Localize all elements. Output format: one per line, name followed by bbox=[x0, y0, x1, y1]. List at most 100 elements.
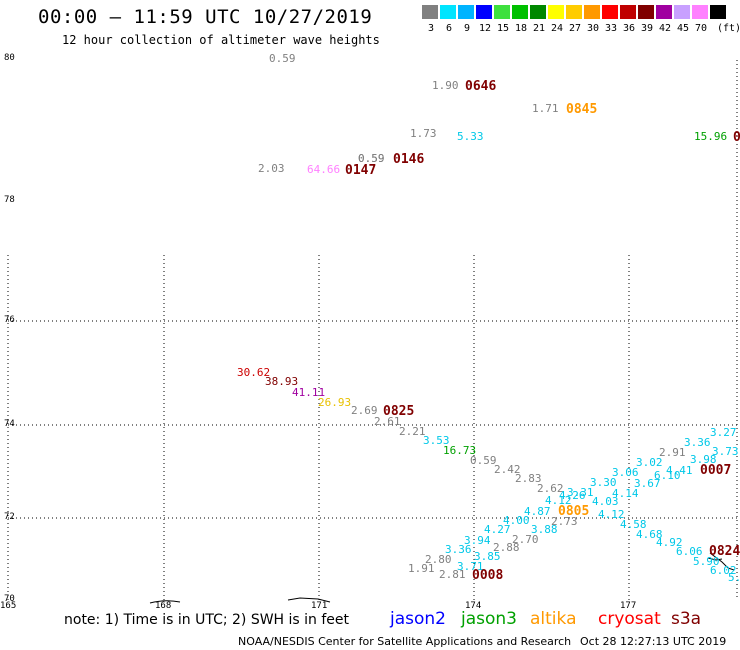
page-subtitle: 12 hour collection of altimeter wave hei… bbox=[62, 33, 380, 47]
coastline bbox=[149, 552, 735, 604]
wave-height-value: 1.71 bbox=[532, 102, 559, 115]
wave-height-value: 5.33 bbox=[457, 130, 484, 143]
wave-height-value: 6.06 bbox=[676, 545, 703, 558]
wave-height-value: 30.62 bbox=[237, 366, 270, 379]
legend-label: 42 bbox=[658, 23, 672, 34]
pass-time-label: 0 bbox=[733, 130, 740, 145]
wave-height-value: 2.03 bbox=[258, 162, 285, 175]
wave-height-value: 3.88 bbox=[531, 523, 558, 536]
legend-unit: (ft) bbox=[716, 23, 740, 34]
lat-labels: 80 78 76 74 72 70 bbox=[4, 53, 15, 604]
wave-height-value: 38.93 bbox=[265, 375, 298, 388]
wave-height-value: 26.93 bbox=[318, 396, 351, 409]
wave-height-value: 3.30 bbox=[590, 476, 617, 489]
sat-label-jason2: jason2 bbox=[390, 609, 446, 629]
wave-height-value: 1.90 bbox=[432, 79, 459, 92]
lon-label: 174 bbox=[465, 601, 481, 611]
wave-height-value: 0.59 bbox=[269, 52, 296, 65]
lat-label: 72 bbox=[4, 512, 15, 522]
wave-height-value: 16.73 bbox=[443, 444, 476, 457]
legend-label: 70 bbox=[694, 23, 708, 34]
legend-swatch bbox=[710, 5, 727, 19]
wave-height-value: 2.61 bbox=[374, 415, 401, 428]
wave-height-value: 0.59 bbox=[358, 152, 385, 165]
legend-swatch bbox=[656, 5, 673, 19]
legend-label: 45 bbox=[676, 23, 690, 34]
wave-height-value: 3.36 bbox=[684, 436, 711, 449]
legend-swatch bbox=[530, 5, 547, 19]
lat-label: 80 bbox=[4, 53, 15, 63]
wave-height-value: 3.71 bbox=[457, 560, 484, 573]
sat-label-jason3: jason3 bbox=[461, 609, 517, 629]
legend-swatch bbox=[584, 5, 601, 19]
lon-labels: 165 168 171 174 177 bbox=[0, 601, 636, 611]
sat-label-cryosat: cryosat bbox=[598, 609, 661, 629]
pass-time-label: 0008 bbox=[472, 568, 503, 583]
legend-swatch bbox=[512, 5, 529, 19]
sat-label-altika: altika bbox=[530, 609, 577, 629]
legend-label: 27 bbox=[568, 23, 582, 34]
legend-swatch bbox=[638, 5, 655, 19]
lon-label: 165 bbox=[0, 601, 16, 611]
lat-label: 74 bbox=[4, 419, 15, 429]
pass-time-label: 0845 bbox=[566, 102, 597, 117]
legend-label: 15 bbox=[496, 23, 510, 34]
sat-label-s3a: s3a bbox=[671, 609, 702, 629]
legend-label: 24 bbox=[550, 23, 564, 34]
wave-height-value: 3.67 bbox=[634, 477, 661, 490]
wave-height-value: 5. bbox=[728, 571, 740, 584]
legend-swatch bbox=[422, 5, 439, 19]
wave-height-value: 3.85 bbox=[474, 550, 501, 563]
wave-height-value: 0.59 bbox=[358, 152, 385, 165]
wave-height-value: 4.87 bbox=[524, 505, 551, 518]
wave-height-value: 4.58 bbox=[620, 518, 647, 531]
wave-height-value: 4.00 bbox=[503, 514, 530, 527]
lat-label: 76 bbox=[4, 315, 15, 325]
wave-height-value: 4.14 bbox=[612, 487, 639, 500]
wave-height-value: 3.36 bbox=[445, 543, 472, 556]
pass-time-label: 0007 bbox=[700, 463, 731, 478]
wave-height-value: 4.12 bbox=[545, 494, 572, 507]
legend-swatch bbox=[566, 5, 583, 19]
lon-label: 177 bbox=[620, 601, 636, 611]
wave-height-value: 3.98 bbox=[690, 453, 717, 466]
coast-segment-2 bbox=[287, 597, 331, 603]
lat-label: 78 bbox=[4, 195, 15, 205]
pass-time-label: 0146 bbox=[393, 152, 424, 167]
coast-segment-4 bbox=[707, 557, 723, 561]
wave-height-value: 0.59 bbox=[470, 454, 497, 467]
wave-height-value: 6.10 bbox=[654, 469, 681, 482]
legend-label: 18 bbox=[514, 23, 528, 34]
legend-label: 36 bbox=[622, 23, 636, 34]
pass-time-label: 0646 bbox=[465, 79, 496, 94]
lat-label: 70 bbox=[4, 594, 15, 604]
wave-height-value: 3.53 bbox=[423, 434, 450, 447]
wave-height-value: 3.27 bbox=[710, 426, 737, 439]
wave-height-value: 2.69 bbox=[351, 404, 378, 417]
wave-height-value: 3.31 bbox=[567, 486, 594, 499]
footer-credit: NOAA/NESDIS Center for Satellite Applica… bbox=[238, 635, 572, 648]
legend-label: 6 bbox=[445, 23, 453, 34]
wave-height-value: 2.81 bbox=[439, 568, 466, 581]
pass-time-label: 0147 bbox=[345, 163, 376, 178]
wave-height-value: 41.11 bbox=[292, 386, 325, 399]
wave-height-value: 3.06 bbox=[612, 466, 639, 479]
note-text: note: 1) Time is in UTC; 2) SWH is in fe… bbox=[64, 612, 350, 628]
legend-swatch bbox=[476, 5, 493, 19]
wave-height-value: 2.62 bbox=[537, 482, 564, 495]
wave-height-value: 2.70 bbox=[512, 533, 539, 546]
legend-label: 12 bbox=[478, 23, 492, 34]
pass-time-labels: 0646 0845 0146 0147 0 0825 0007 0805 0008 0824 bbox=[345, 79, 740, 583]
wave-height-value: 3.02 bbox=[636, 456, 663, 469]
wave-height-value: 15.96 bbox=[694, 130, 727, 143]
legend-label: 9 bbox=[463, 23, 471, 34]
wave-height-value: 2.80 bbox=[425, 553, 452, 566]
wave-height-value: 4.68 bbox=[636, 528, 663, 541]
graticule bbox=[7, 60, 740, 600]
lon-label: 168 bbox=[155, 601, 171, 611]
pass-time-label: 0805 bbox=[558, 504, 589, 519]
wave-height-value: 2.88 bbox=[493, 541, 520, 554]
wave-height-value: 2.73 bbox=[551, 515, 578, 528]
wave-height-value: 4.41 bbox=[666, 464, 693, 477]
